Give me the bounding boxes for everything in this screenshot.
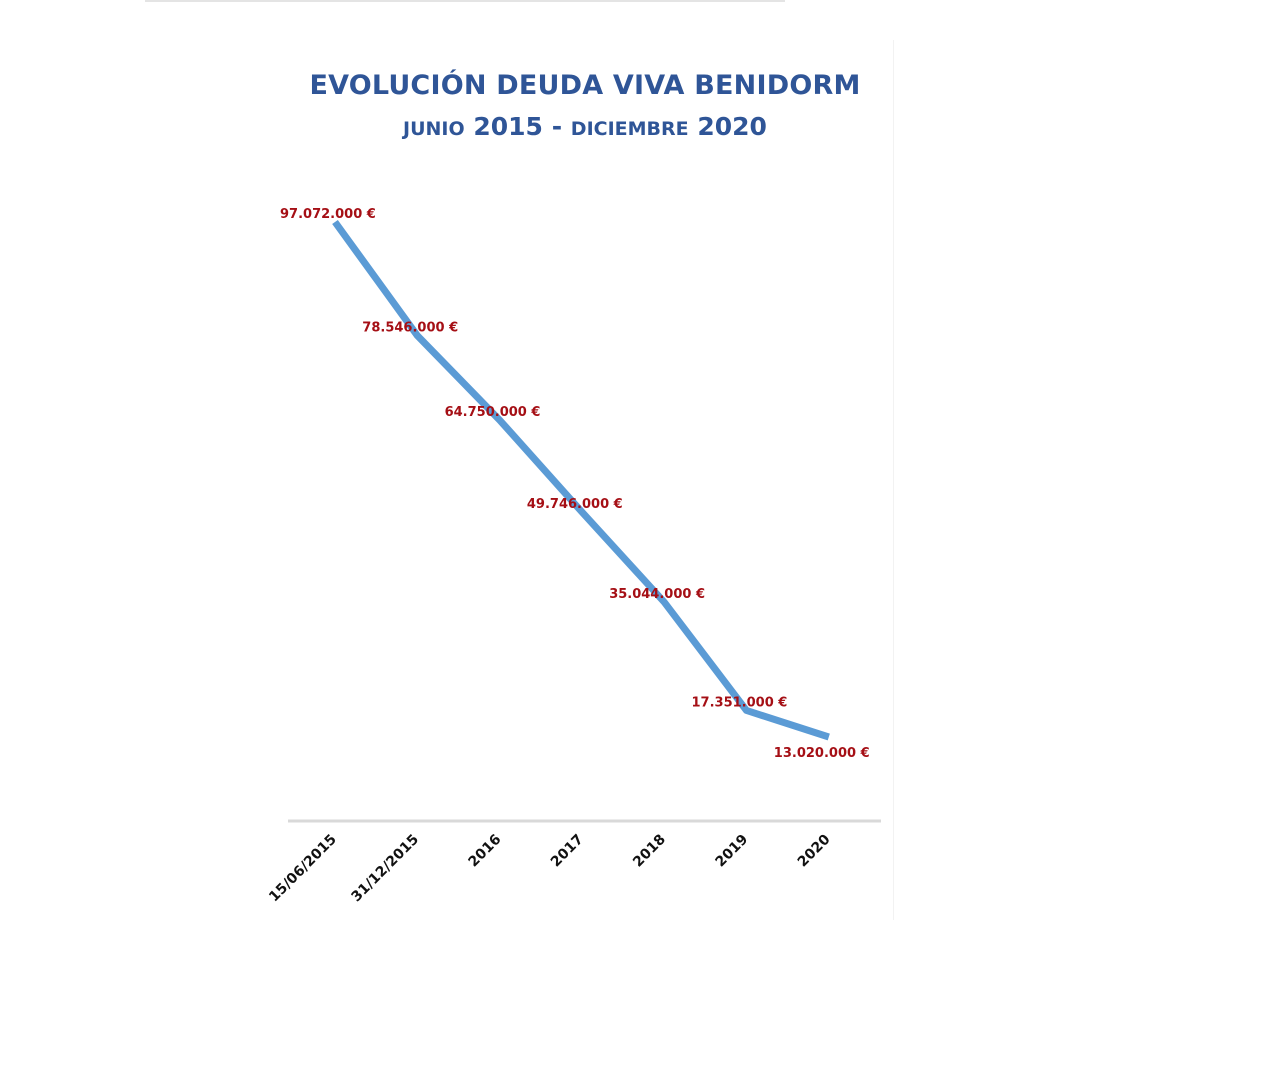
x-tick-label: 2017 [548, 832, 587, 871]
subtitle-year-start: 2015 [473, 112, 543, 141]
subtitle-month-end: DICIEMBRE [570, 118, 689, 140]
x-tick-label: 2016 [466, 832, 505, 871]
data-label: 35.044.000 € [609, 587, 705, 602]
x-tick-label: 2020 [795, 831, 834, 870]
data-label: 64.750.000 € [445, 405, 541, 420]
data-label: 97.072.000 € [280, 207, 376, 222]
subtitle-year-end: 2020 [697, 112, 767, 141]
data-label: 49.746.000 € [527, 497, 623, 512]
x-tick-label: 15/06/2015 [266, 832, 340, 906]
page-top-border [145, 0, 785, 2]
subtitle-dash: - [551, 112, 563, 141]
chart-title: EVOLUCIÓN DEUDA VIVA BENIDORM [309, 70, 861, 101]
data-label: 17.351.000 € [692, 695, 788, 710]
chart-area [255, 40, 894, 920]
debt-line-series [332, 219, 830, 741]
data-label: 13.020.000 € [774, 746, 870, 761]
data-label: 78.546.000 € [362, 321, 458, 336]
chart-subtitle: JUNIO 2015 - DICIEMBRE 2020 [0, 112, 1170, 141]
x-tick-label: 2019 [712, 832, 751, 871]
subtitle-month-start: JUNIO [403, 118, 465, 140]
x-tick-label: 31/12/2015 [348, 832, 422, 906]
x-tick-label: 2018 [630, 832, 669, 871]
